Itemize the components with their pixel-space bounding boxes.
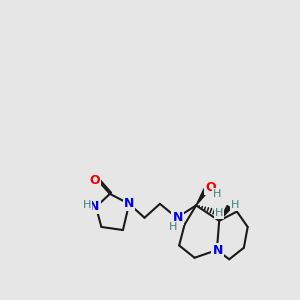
Polygon shape (196, 189, 208, 206)
Text: O: O (89, 174, 100, 187)
Text: H: H (169, 222, 177, 232)
Text: H: H (82, 200, 91, 210)
Text: N: N (212, 244, 223, 257)
Text: H: H (213, 189, 221, 199)
Text: H: H (215, 208, 224, 218)
Text: H: H (230, 200, 239, 210)
Text: N: N (172, 211, 183, 224)
Text: O: O (206, 181, 216, 194)
Text: N: N (89, 200, 100, 213)
Polygon shape (219, 206, 231, 221)
Text: N: N (124, 196, 134, 210)
